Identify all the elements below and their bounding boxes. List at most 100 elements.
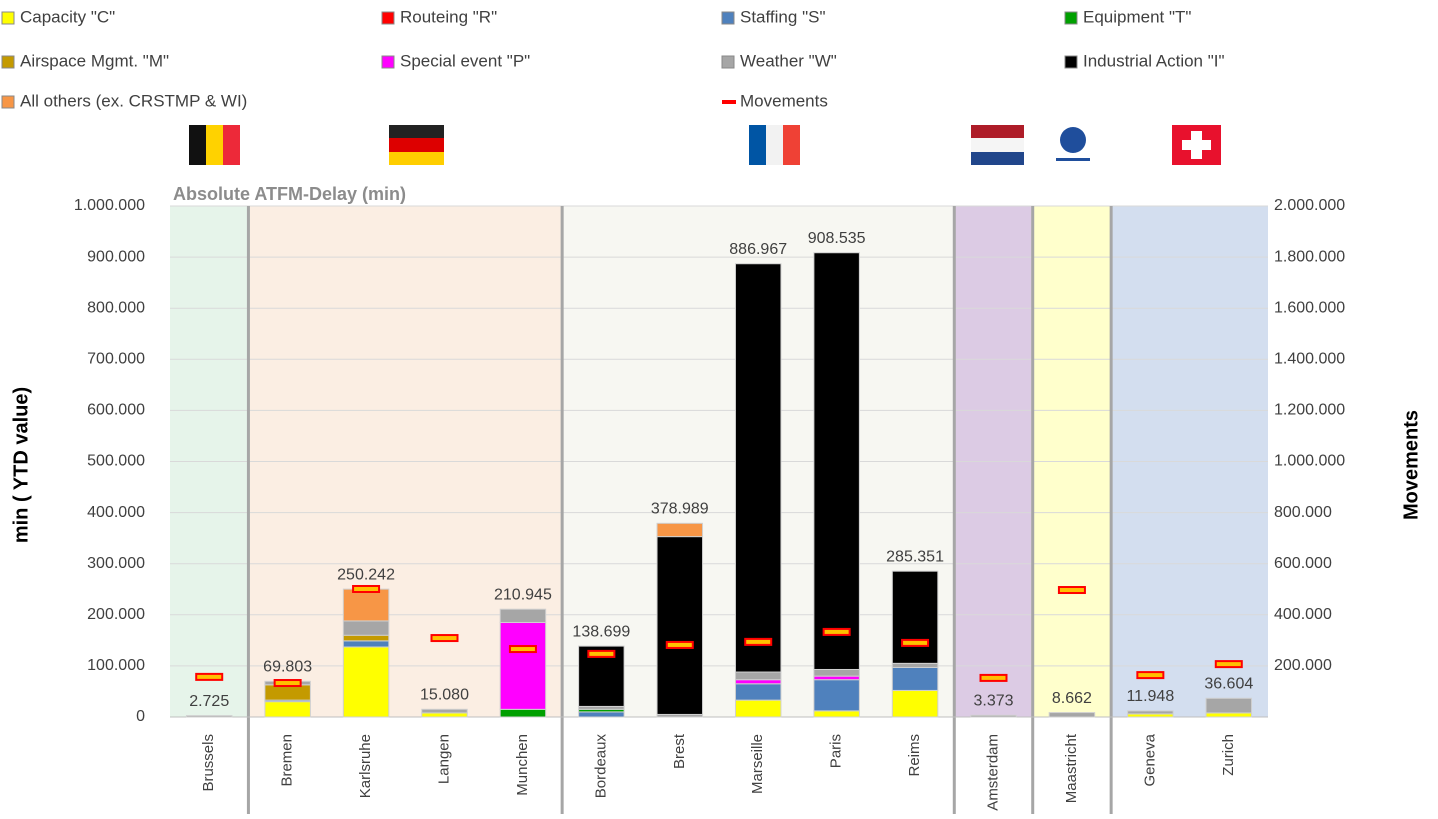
movements-marker [352, 584, 381, 593]
total-label: 908.535 [808, 230, 866, 247]
bar-segment [734, 671, 782, 681]
x-tick-label: Geneva [1141, 733, 1158, 786]
bar-segment [734, 263, 782, 673]
total-label: 285.351 [886, 548, 944, 565]
x-tick-label: Amsterdam [984, 734, 1001, 811]
total-label: 3.373 [973, 692, 1013, 709]
legend-label: Industrial Action "I" [1083, 51, 1225, 70]
y-tick-label: 600.000 [87, 402, 145, 419]
bar-segment [656, 536, 704, 715]
movements-marker [665, 640, 694, 649]
bar-segment [970, 714, 1017, 718]
legend-label: Airspace Mgmt. "M" [20, 51, 169, 70]
legend-label: All others (ex. CRSTMP & WI) [20, 91, 247, 110]
bar-segment [813, 675, 860, 681]
movements-marker [979, 673, 1008, 682]
x-tick-label: Bordeaux [592, 734, 609, 799]
bar-segment [499, 608, 547, 623]
bar-segment [421, 712, 468, 718]
bar-segment [813, 679, 860, 712]
y-tick-label: 0 [136, 708, 145, 725]
bar-segment [1127, 710, 1174, 715]
movements-marker [195, 672, 224, 681]
bar-segment [264, 701, 311, 718]
y-tick-label: 1.000.000 [74, 197, 145, 214]
y-tick-label: 100.000 [87, 657, 145, 674]
bar-segment [813, 710, 860, 718]
y-tick-label: 700.000 [87, 351, 145, 368]
total-label: 15.080 [420, 687, 469, 704]
total-label: 36.604 [1204, 676, 1253, 693]
y2-tick-label: 800.000 [1274, 504, 1332, 521]
legend-label: Staffing "S" [740, 7, 825, 26]
x-tick-label: Langen [435, 734, 452, 784]
y-axis-label: min ( YTD value) [10, 387, 32, 543]
movements-marker [1136, 671, 1165, 680]
movements-marker [1214, 660, 1243, 669]
legend-swatch [1064, 11, 1078, 25]
movements-marker [822, 627, 851, 636]
legend-swatch [722, 100, 736, 104]
legend-swatch [381, 11, 395, 25]
total-label: 2.725 [189, 693, 229, 710]
bar-segment [734, 699, 782, 718]
legend-swatch [1, 95, 15, 109]
bar-segment [342, 634, 390, 642]
y2-tick-label: 200.000 [1274, 657, 1332, 674]
bar-segment [1205, 697, 1253, 714]
y-tick-label: 200.000 [87, 606, 145, 623]
chart-title: Absolute ATFM-Delay (min) [173, 184, 406, 204]
legend-swatch [721, 55, 735, 69]
legend-swatch [721, 11, 735, 25]
x-tick-label: Bremen [279, 734, 296, 787]
legend-label: Capacity "C" [20, 7, 115, 26]
y-tick-label: 800.000 [87, 299, 145, 316]
legend-label: Movements [740, 91, 828, 110]
x-tick-label: Marseille [749, 734, 766, 794]
bar-segment [342, 646, 390, 718]
bar-segment [1048, 712, 1096, 718]
y2-tick-label: 2.000.000 [1274, 197, 1345, 214]
bar-segment [891, 662, 939, 668]
x-tick-label: Munchen [514, 734, 531, 796]
total-label: 11.948 [1126, 688, 1174, 705]
bar-segment [891, 689, 939, 718]
legend-swatch [1064, 55, 1078, 69]
legend-swatch [1, 55, 15, 69]
flag-france [749, 125, 800, 165]
x-tick-label: Reims [906, 734, 923, 777]
bar-segment [499, 708, 547, 718]
y2-axis-label: Movements [1400, 410, 1422, 520]
flag-belgium [189, 125, 240, 165]
bar-segment [1205, 712, 1253, 718]
total-label: 378.989 [651, 501, 709, 518]
flag-netherlands [971, 125, 1024, 165]
bar-segment [891, 666, 939, 691]
movements-marker [901, 638, 930, 647]
bar-segment [734, 683, 782, 701]
total-label: 69.803 [263, 659, 312, 676]
x-tick-label: Paris [828, 734, 845, 768]
legend-swatch [1, 11, 15, 25]
bar-segment [734, 679, 782, 685]
movements-marker [430, 634, 459, 643]
total-label: 8.662 [1052, 690, 1092, 707]
movements-marker [273, 679, 302, 688]
bar-segment [813, 252, 860, 670]
bar-segment [813, 668, 860, 677]
x-tick-label: Zurich [1220, 734, 1237, 776]
flag-switzerland [1172, 125, 1221, 165]
legend-swatch [381, 55, 395, 69]
total-label: 250.242 [337, 566, 395, 583]
y-tick-label: 400.000 [87, 504, 145, 521]
flags [189, 125, 1221, 165]
x-tick-label: Maastricht [1063, 733, 1080, 803]
total-label: 886.967 [729, 241, 787, 258]
y2-tick-label: 400.000 [1274, 606, 1332, 623]
x-tick-label: Brussels [200, 734, 217, 792]
y2-tick-label: 1.400.000 [1274, 351, 1345, 368]
movements-marker [1057, 586, 1086, 595]
legend-label: Weather "W" [740, 51, 837, 70]
legend-label: Routeing "R" [400, 7, 497, 26]
